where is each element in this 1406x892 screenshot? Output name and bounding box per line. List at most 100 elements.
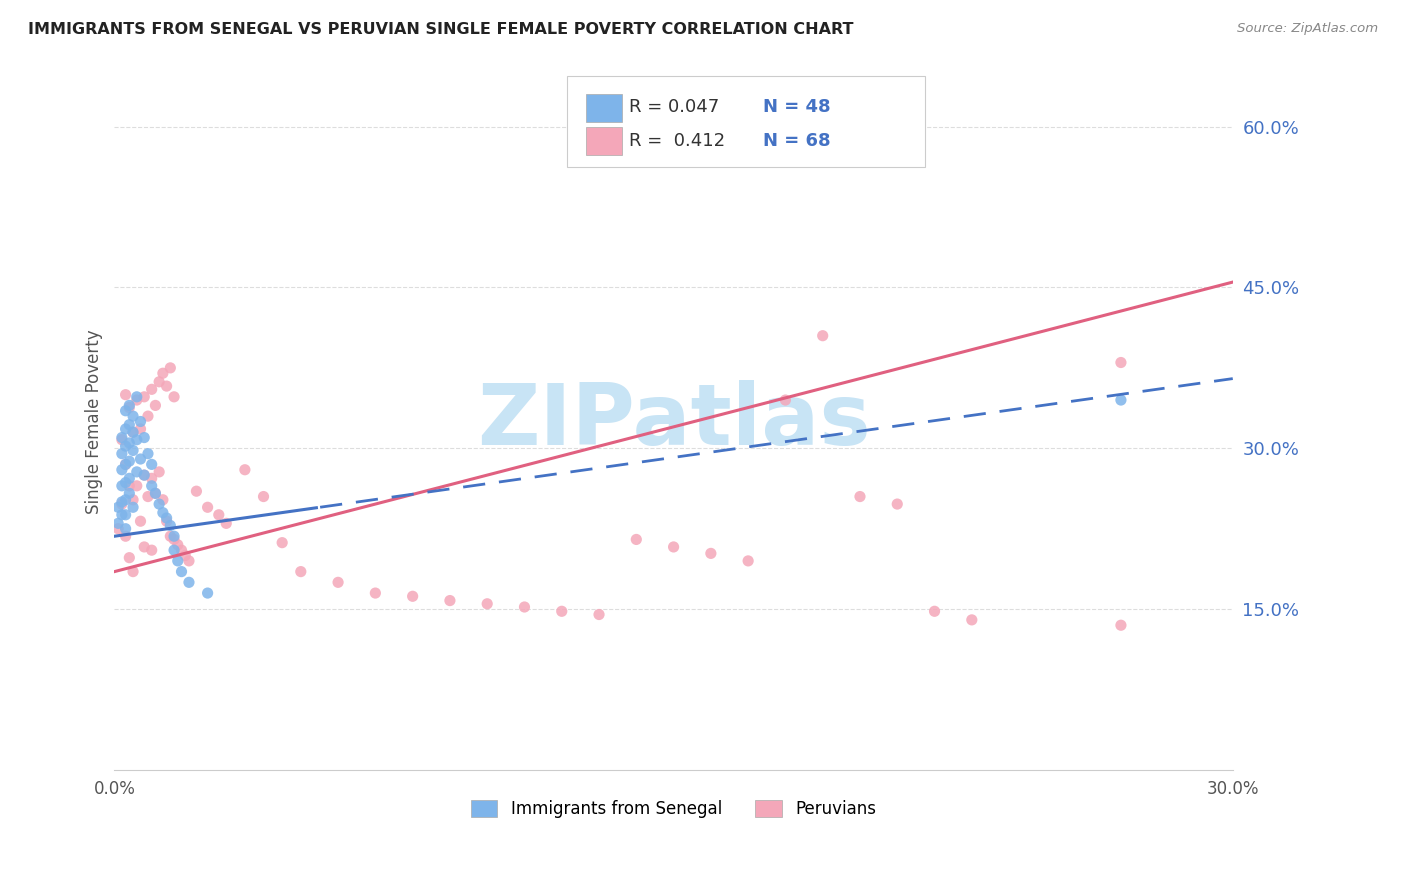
Point [125, 465, 148, 479]
Point [118, 436, 141, 450]
Point [163, 533, 186, 547]
Point [118, 486, 141, 500]
Point [114, 458, 136, 472]
Point [107, 516, 129, 531]
Point [122, 492, 145, 507]
Point [111, 479, 134, 493]
Point [136, 447, 159, 461]
Point [700, 546, 723, 560]
Point [114, 529, 136, 543]
Text: N = 68: N = 68 [763, 132, 831, 150]
Point [588, 607, 610, 622]
Point [477, 597, 499, 611]
Point [114, 439, 136, 453]
Point [233, 463, 256, 477]
Point [886, 497, 908, 511]
Point [155, 379, 177, 393]
Point [737, 554, 759, 568]
Point [125, 433, 148, 447]
Point [122, 409, 145, 424]
Point [148, 465, 170, 479]
Point [129, 514, 152, 528]
Point [122, 425, 145, 440]
FancyBboxPatch shape [586, 94, 621, 122]
Point [141, 479, 163, 493]
Point [166, 554, 188, 568]
Point [145, 486, 167, 500]
Point [118, 471, 141, 485]
Text: IMMIGRANTS FROM SENEGAL VS PERUVIAN SINGLE FEMALE POVERTY CORRELATION CHART: IMMIGRANTS FROM SENEGAL VS PERUVIAN SING… [28, 22, 853, 37]
Point [134, 431, 156, 445]
Point [145, 486, 167, 500]
Point [107, 522, 129, 536]
Point [439, 593, 461, 607]
Point [125, 392, 148, 407]
Point [159, 360, 181, 375]
Point [271, 535, 294, 549]
Point [811, 328, 834, 343]
Point [118, 454, 141, 468]
Legend: Immigrants from Senegal, Peruvians: Immigrants from Senegal, Peruvians [464, 793, 883, 824]
Point [107, 500, 129, 515]
Point [148, 497, 170, 511]
Point [170, 543, 193, 558]
Point [129, 422, 152, 436]
Point [141, 458, 163, 472]
Point [152, 492, 174, 507]
Point [197, 586, 219, 600]
Point [215, 516, 238, 531]
Point [141, 382, 163, 396]
Point [1109, 618, 1132, 632]
Point [134, 468, 156, 483]
Point [662, 540, 685, 554]
Point [152, 506, 174, 520]
Point [186, 484, 208, 499]
Point [134, 468, 156, 483]
Point [513, 599, 536, 614]
Point [118, 417, 141, 432]
Point [134, 540, 156, 554]
Point [166, 538, 188, 552]
Point [111, 463, 134, 477]
Point [141, 543, 163, 558]
Point [163, 543, 186, 558]
FancyBboxPatch shape [568, 77, 925, 167]
Point [118, 398, 141, 412]
Point [924, 604, 946, 618]
Point [122, 443, 145, 458]
Point [170, 565, 193, 579]
Text: ZIPatlas: ZIPatlas [477, 380, 870, 463]
Point [177, 575, 200, 590]
Point [136, 409, 159, 424]
Point [626, 533, 648, 547]
Point [125, 390, 148, 404]
Point [122, 425, 145, 440]
Point [960, 613, 983, 627]
Point [111, 497, 134, 511]
Point [290, 565, 312, 579]
Point [111, 508, 134, 522]
Text: Source: ZipAtlas.com: Source: ZipAtlas.com [1237, 22, 1378, 36]
Point [208, 508, 231, 522]
Point [177, 554, 200, 568]
Point [163, 390, 186, 404]
Y-axis label: Single Female Poverty: Single Female Poverty [86, 329, 103, 514]
Point [114, 475, 136, 490]
Point [159, 518, 181, 533]
Text: R = 0.047: R = 0.047 [628, 98, 718, 116]
Text: N = 48: N = 48 [763, 98, 831, 116]
Point [197, 500, 219, 515]
Point [114, 387, 136, 401]
Point [111, 447, 134, 461]
Point [114, 422, 136, 436]
Point [1109, 392, 1132, 407]
Point [114, 508, 136, 522]
Point [148, 375, 170, 389]
Point [129, 452, 152, 467]
Point [122, 500, 145, 515]
Point [118, 479, 141, 493]
Point [159, 529, 181, 543]
Point [364, 586, 387, 600]
Point [155, 514, 177, 528]
Point [551, 604, 574, 618]
